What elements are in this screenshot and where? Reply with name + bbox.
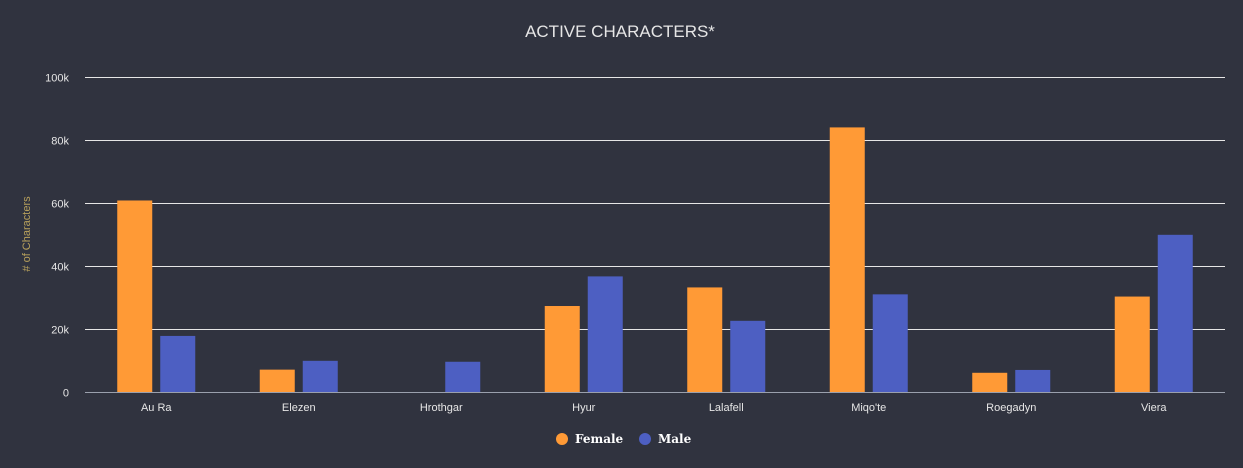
x-tick-label: Lalafell xyxy=(709,402,744,414)
bar-female-lalafell[interactable] xyxy=(687,287,723,392)
legend-marker xyxy=(639,433,651,445)
bar-male-viera[interactable] xyxy=(1157,234,1193,392)
legend-label: Male xyxy=(658,432,692,446)
legend-label: Female xyxy=(575,432,624,446)
bar-male-hyur[interactable] xyxy=(587,276,623,392)
bar-female-roegadyn[interactable] xyxy=(972,372,1008,392)
legend: Female Male xyxy=(556,432,692,446)
x-tick-label: Roegadyn xyxy=(986,402,1036,414)
bar-female-hyur[interactable] xyxy=(544,306,580,392)
bar-male-elezen[interactable] xyxy=(302,360,338,392)
y-tick-label: 40k xyxy=(51,262,69,274)
y-axis-ticks: 0 20k 40k 60k 80k 100k xyxy=(45,73,69,400)
y-tick-label: 80k xyxy=(51,136,69,148)
y-axis-label: # of Characters xyxy=(21,196,33,272)
bar-female-viera[interactable] xyxy=(1114,296,1150,392)
y-tick-label: 60k xyxy=(51,199,69,211)
bar-male-roegadyn[interactable] xyxy=(1015,369,1051,392)
chart-title: ACTIVE CHARACTERS* xyxy=(525,22,715,41)
grid-lines xyxy=(85,77,1225,393)
bar-male-lalafell[interactable] xyxy=(730,320,766,392)
y-tick-label: 100k xyxy=(45,73,69,85)
x-tick-label: Hrothgar xyxy=(420,402,463,414)
y-tick-label: 0 xyxy=(63,388,69,400)
legend-marker xyxy=(556,433,568,445)
bar-male-au-ra[interactable] xyxy=(160,335,196,392)
legend-item-male[interactable]: Male xyxy=(639,432,692,446)
x-tick-label: Miqo'te xyxy=(851,402,886,414)
bar-female-elezen[interactable] xyxy=(259,369,295,392)
bar-female-au-ra[interactable] xyxy=(117,200,153,392)
legend-item-female[interactable]: Female xyxy=(556,432,624,446)
x-tick-label: Hyur xyxy=(572,402,596,414)
bar-male-hrothgar[interactable] xyxy=(445,361,481,392)
bars xyxy=(117,127,1193,393)
bar-male-miqo-te[interactable] xyxy=(872,294,908,392)
y-tick-label: 20k xyxy=(51,325,69,337)
x-tick-label: Au Ra xyxy=(141,402,172,414)
x-axis-ticks: Au Ra Elezen Hrothgar Hyur Lalafell Miqo'te Ro… xyxy=(141,402,1167,414)
bar-female-miqo-te[interactable] xyxy=(829,127,865,393)
x-tick-label: Elezen xyxy=(282,402,316,414)
x-tick-label: Viera xyxy=(1141,402,1167,414)
